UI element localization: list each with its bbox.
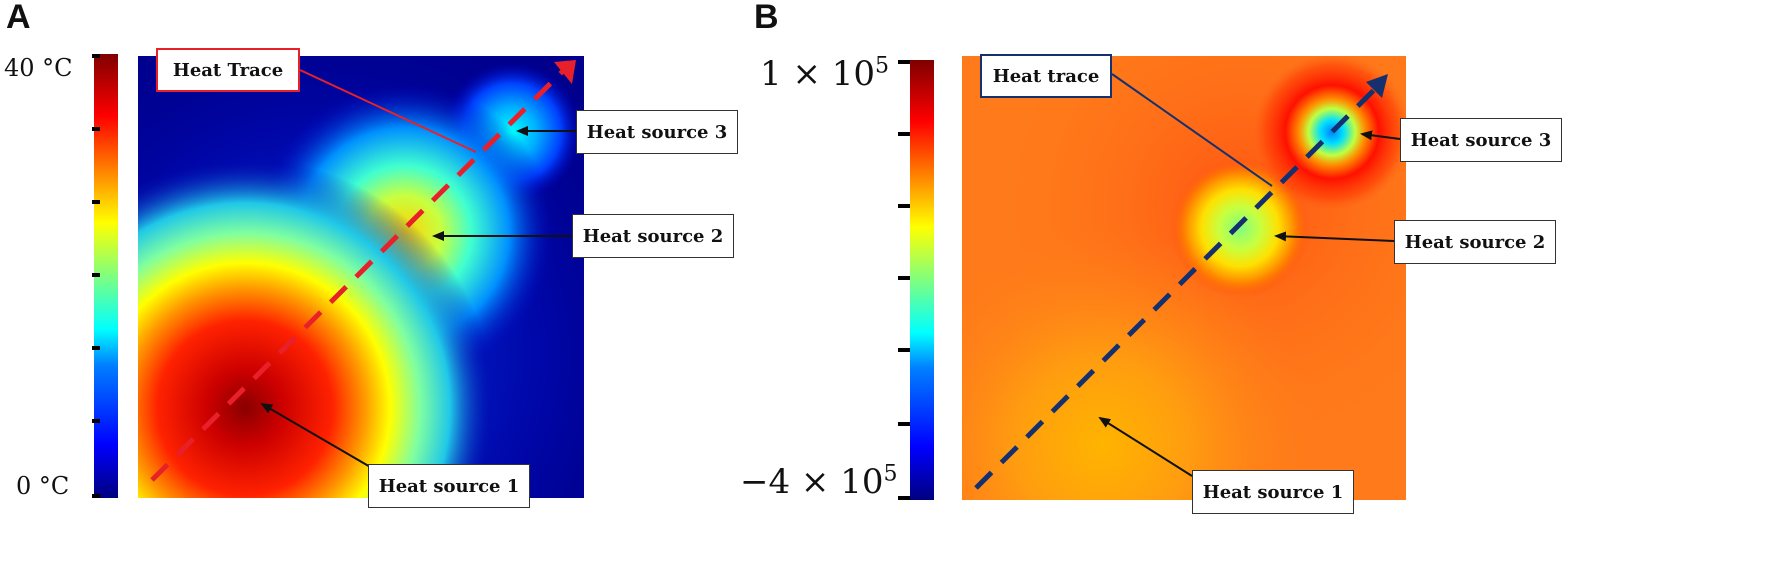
panel-b-source3-arrow xyxy=(1360,130,1401,141)
panel-b-colorbar xyxy=(898,60,934,500)
panel-a-colorbar xyxy=(92,54,118,498)
panel-a: A 40 °C 0 °C xyxy=(4,0,738,508)
panel-b-heat-trace-line xyxy=(974,82,1382,490)
colorbar-tick xyxy=(898,132,910,136)
colorbar-tick xyxy=(92,494,100,498)
colorbar-tick xyxy=(898,496,910,500)
panel-a-heat-source-1-label: Heat source 1 xyxy=(368,464,530,508)
panel-b-trace-leader xyxy=(1111,73,1273,187)
panel-a-annotations xyxy=(150,60,578,482)
colorbar-tick xyxy=(92,127,100,131)
colorbar-tick xyxy=(92,273,100,277)
panel-b-colorbar-gradient xyxy=(910,60,934,500)
colorbar-tick xyxy=(898,276,910,280)
panel-b-heat-source-3-label: Heat source 3 xyxy=(1400,118,1562,162)
panel-a-heat-trace-label: Heat Trace xyxy=(156,48,300,92)
panel-a-source1-arrow xyxy=(260,402,373,469)
panel-a-label: A xyxy=(6,0,31,36)
panel-b-trace-arrowhead xyxy=(1366,74,1388,98)
panel-b-label: B xyxy=(754,0,779,36)
panel-b-colorbar-max: 1 × 105 xyxy=(760,52,890,94)
panel-b-source1-arrow xyxy=(1098,416,1193,477)
panel-b-source2-arrow xyxy=(1274,231,1395,242)
panel-b-colorbar-min: −4 × 105 xyxy=(740,460,898,502)
panel-b-heat-trace-label: Heat trace xyxy=(980,54,1112,98)
panel-a-heat-source-2-label: Heat source 2 xyxy=(572,214,734,258)
colorbar-tick xyxy=(898,348,910,352)
colorbar-tick xyxy=(92,200,100,204)
colorbar-tick xyxy=(898,204,910,208)
panel-a-trace-arrowhead xyxy=(554,60,576,84)
panel-a-heat-trace-line xyxy=(150,64,570,482)
panel-b: B 1 × 105 −4 × 105 xyxy=(740,0,1772,584)
panel-b-heat-source-2-label: Heat source 2 xyxy=(1394,220,1556,264)
panel-a-trace-leader xyxy=(299,69,477,153)
panel-b-annotations xyxy=(974,73,1401,490)
colorbar-tick xyxy=(898,60,910,64)
panel-a-heatmap xyxy=(138,56,584,498)
colorbar-tick xyxy=(92,419,100,423)
panel-a-colorbar-min: 0 °C xyxy=(16,472,70,500)
panel-a-heat-source-3-label: Heat source 3 xyxy=(576,110,738,154)
panel-b-heat-source-1-label: Heat source 1 xyxy=(1192,470,1354,514)
colorbar-tick xyxy=(92,346,100,350)
colorbar-tick xyxy=(898,422,910,426)
panel-a-colorbar-max: 40 °C xyxy=(4,54,73,82)
colorbar-tick xyxy=(92,54,100,58)
